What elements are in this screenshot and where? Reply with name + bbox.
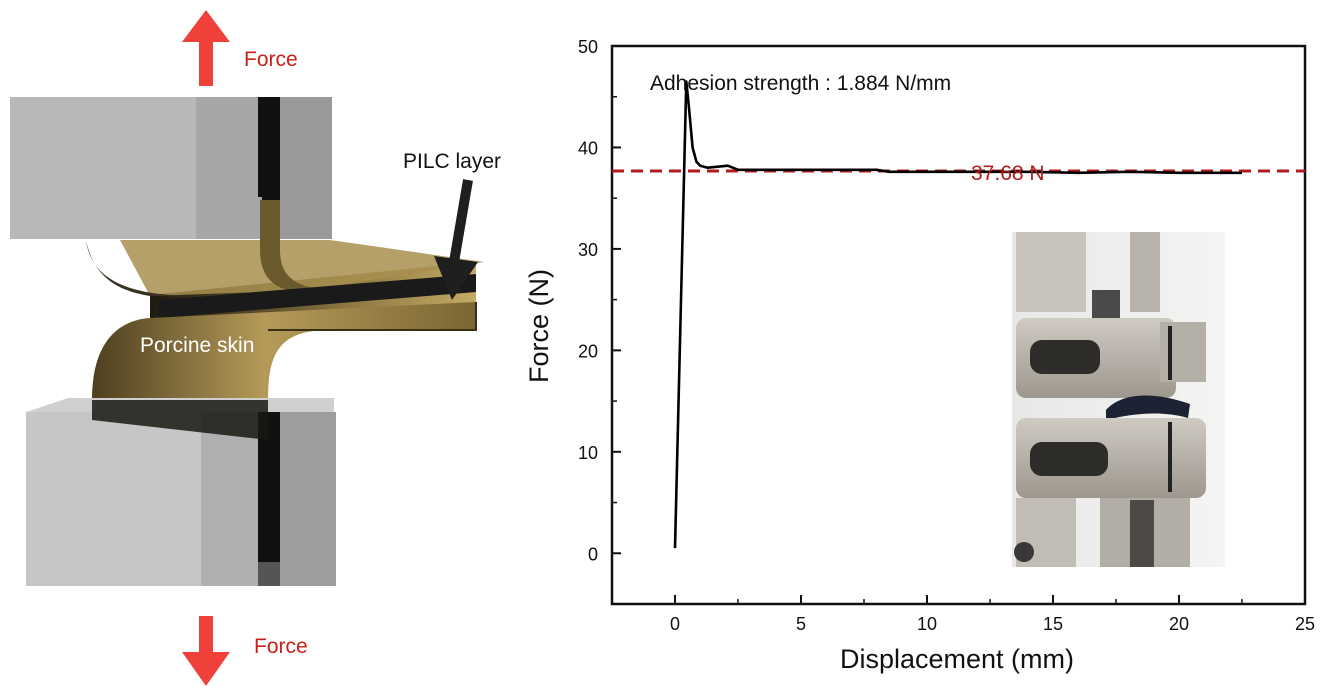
x-axis-title: Displacement (mm) <box>840 644 1074 674</box>
force-arrow-up-icon <box>182 10 230 86</box>
reference-line-label: 37.68 N <box>971 162 1045 185</box>
porcine-skin-label: Porcine skin <box>140 334 254 357</box>
y-tick-label: 30 <box>578 240 598 260</box>
y-axis-title: Force (N) <box>524 269 554 383</box>
peel-test-diagram: Force <box>10 10 501 686</box>
pilc-pointer-arrow-icon <box>434 179 478 300</box>
x-tick-label: 25 <box>1295 614 1315 634</box>
bottom-clamp <box>26 398 336 586</box>
adhesion-strength-annotation: Adhesion strength : 1.884 N/mm <box>650 72 951 95</box>
y-tick-label: 40 <box>578 138 598 158</box>
force-bottom-label: Force <box>254 635 308 658</box>
y-tick-label: 20 <box>578 341 598 361</box>
force-top-label: Force <box>244 48 298 71</box>
x-tick-label: 15 <box>1043 614 1063 634</box>
inset-photo <box>1012 232 1225 567</box>
y-tick-label: 50 <box>578 37 598 57</box>
top-clamp <box>10 97 332 239</box>
pilc-layer-label: PILC layer <box>403 150 501 173</box>
plot-frame <box>610 44 1307 606</box>
x-tick-label: 20 <box>1169 614 1189 634</box>
y-tick-label: 0 <box>588 544 598 564</box>
x-tick-label: 0 <box>670 614 680 634</box>
x-tick-label: 5 <box>796 614 806 634</box>
force-displacement-chart: 0 5 10 15 20 25 0 10 20 30 40 50 Adhesion strength … <box>524 37 1315 674</box>
force-curve-line <box>673 80 1242 549</box>
force-arrow-down-icon <box>182 616 230 686</box>
y-tick-label: 10 <box>578 443 598 463</box>
x-tick-label: 10 <box>917 614 937 634</box>
